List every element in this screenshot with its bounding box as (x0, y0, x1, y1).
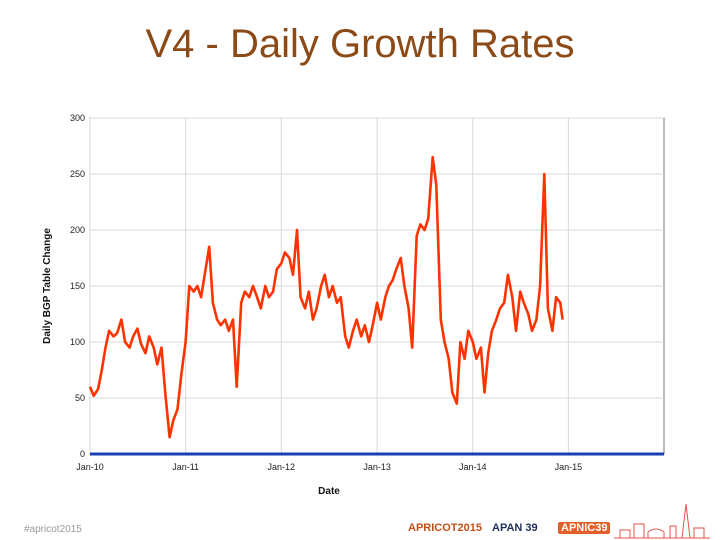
y-tick-label: 150 (70, 281, 85, 291)
x-tick-label: Jan-14 (459, 462, 487, 472)
x-axis-ticks: Jan-10 Jan-11 Jan-12 Jan-13 Jan-14 Jan-15 (76, 462, 582, 472)
slide-title: V4 - Daily Growth Rates (145, 22, 575, 66)
x-tick-label: Jan-13 (363, 462, 391, 472)
series-line (88, 155, 564, 439)
city-skyline-icon (614, 503, 710, 539)
apan-logo: APAN 39 (492, 522, 538, 534)
footer-hashtag: #apricot2015 (24, 524, 82, 535)
x-tick-label: Jan-10 (76, 462, 104, 472)
y-axis-ticks: 0 50 100 150 200 250 300 (70, 113, 85, 459)
apricot-logo: APRICOT2015 (408, 522, 482, 534)
y-tick-label: 100 (70, 337, 85, 347)
x-tick-label: Jan-15 (555, 462, 583, 472)
y-tick-label: 50 (75, 393, 85, 403)
x-tick-label: Jan-12 (267, 462, 295, 472)
x-axis-label: Date (318, 486, 340, 497)
y-tick-label: 0 (80, 449, 85, 459)
y-tick-label: 200 (70, 225, 85, 235)
x-tick-label: Jan-11 (172, 462, 199, 472)
y-tick-label: 250 (70, 169, 85, 179)
y-tick-label: 300 (70, 113, 85, 123)
y-axis-label: Daily BGP Table Change (42, 228, 53, 344)
apnic-logo: APNIC39 (558, 522, 611, 534)
grid-lines (89, 117, 664, 455)
